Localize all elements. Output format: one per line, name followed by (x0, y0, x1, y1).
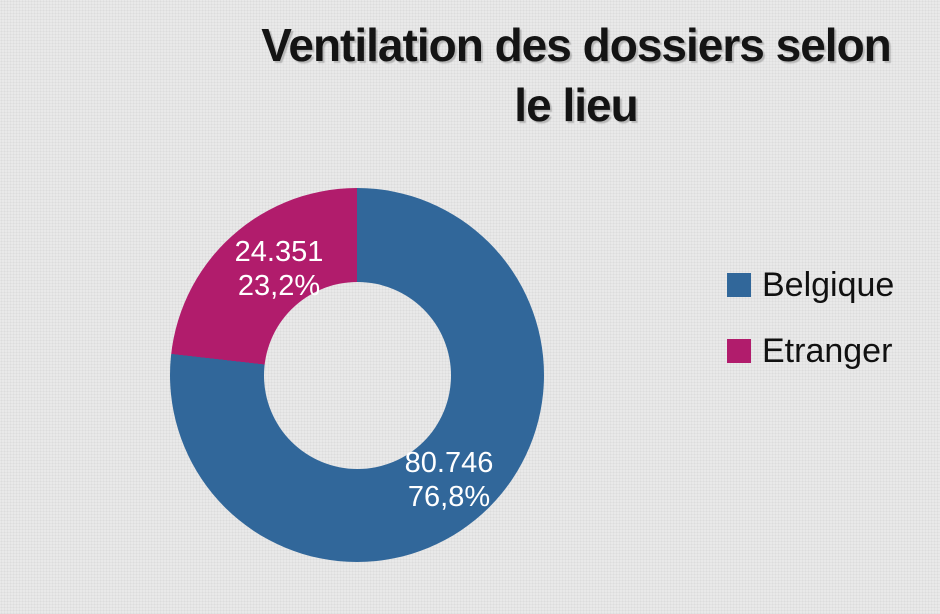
legend-label-belgique: Belgique (762, 265, 895, 304)
chart-title-line2: le lieu (514, 79, 638, 131)
slice-label-belgique: 80.746 76,8% (405, 446, 494, 514)
legend-item-belgique: Belgique (727, 265, 894, 305)
slice-percent-belgique: 76,8% (407, 481, 491, 513)
slice-value-etranger: 24.351 (234, 236, 324, 268)
legend-marker-belgique (727, 273, 751, 297)
legend-marker-etranger (727, 339, 751, 363)
legend-label-etranger: Etranger (762, 331, 893, 370)
chart-title-line1: Ventilation des dossiers selon (261, 19, 892, 71)
donut: 24.351 23,2% 80.746 76,8% (170, 188, 544, 562)
slice-percent-etranger: 23,2% (237, 270, 321, 302)
slice-label-etranger: 24.351 23,2% (235, 235, 324, 303)
slice-value-belgique: 80.746 (404, 447, 494, 479)
legend-item-etranger: Etranger (727, 331, 894, 371)
legend: Belgique Etranger (727, 265, 894, 371)
donut-hole (263, 281, 451, 469)
chart-title: Ventilation des dossiers selon le lieu (196, 15, 940, 135)
